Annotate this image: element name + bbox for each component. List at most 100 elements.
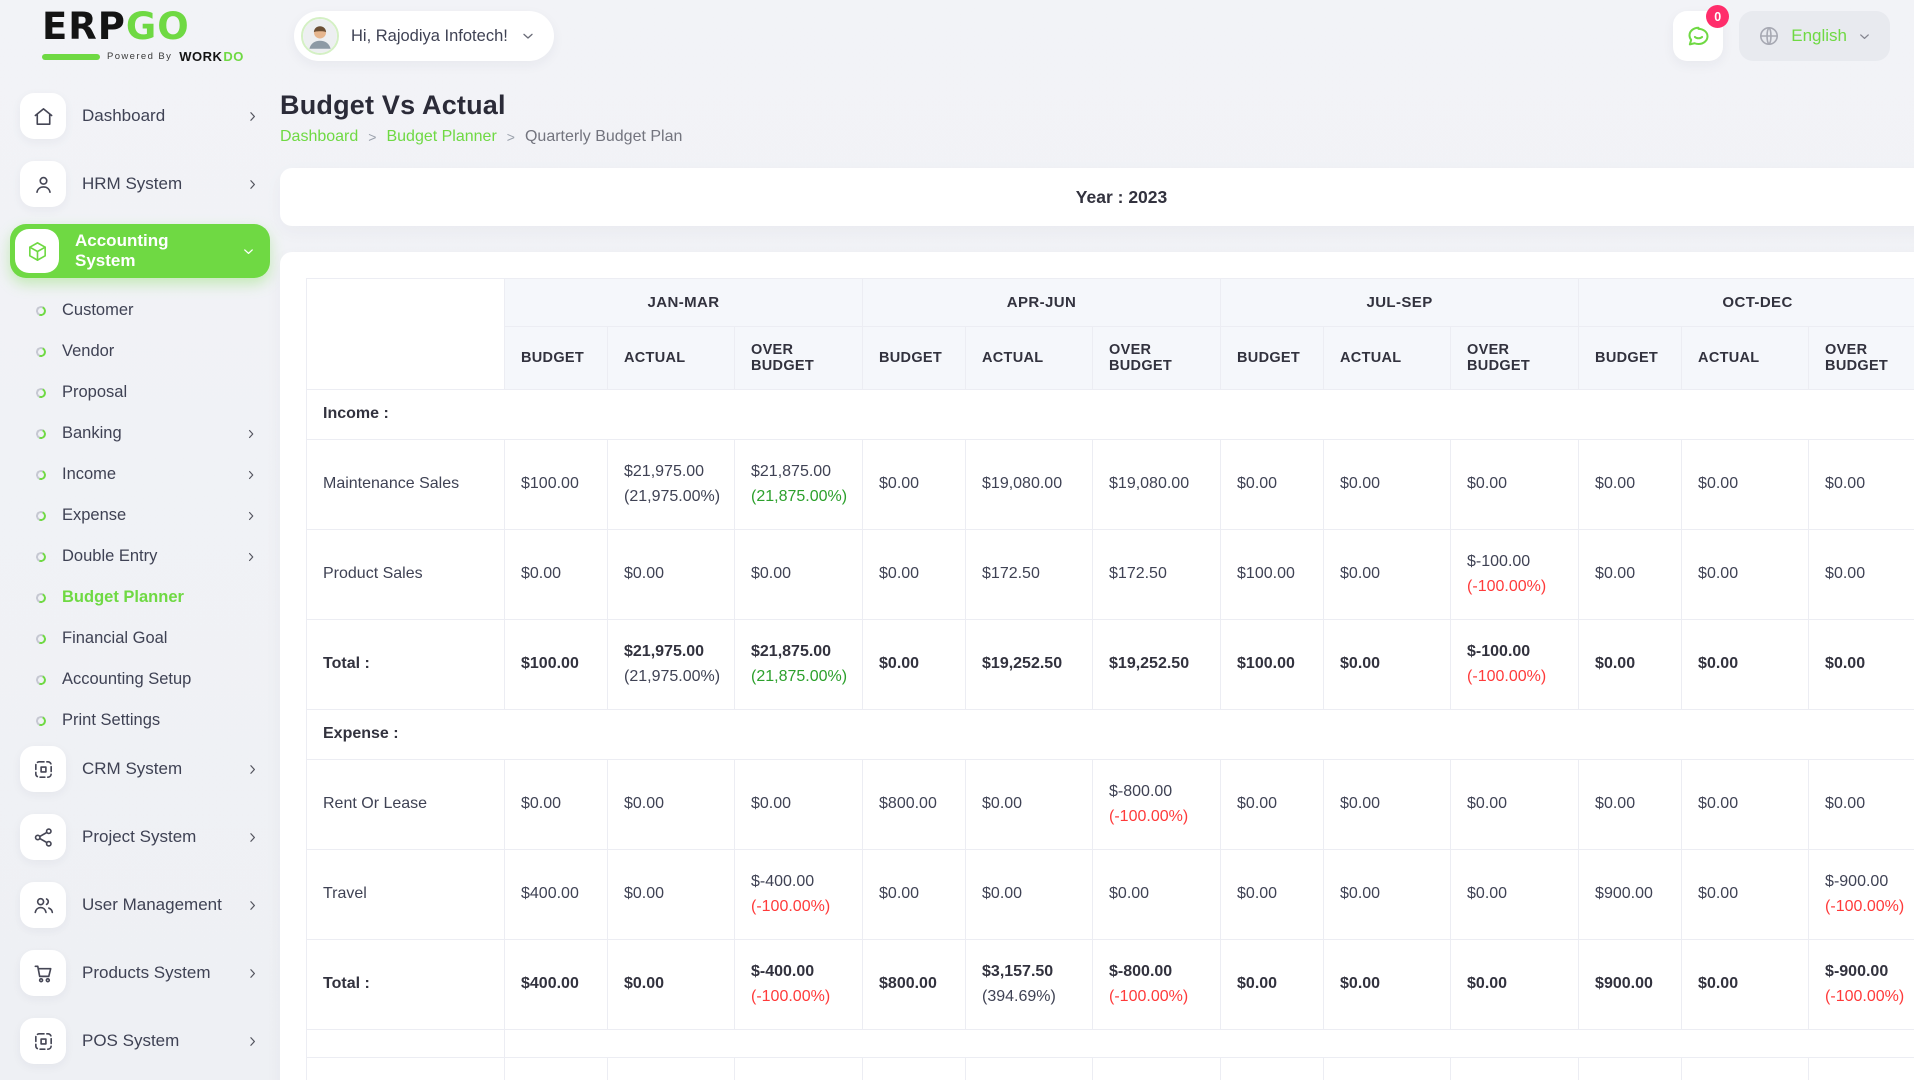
cell: $-900.00 (-100.00%) bbox=[1808, 849, 1914, 940]
sidebar-item-customer[interactable]: Customer bbox=[10, 290, 270, 331]
globe-icon bbox=[1757, 24, 1781, 48]
cart-icon-box bbox=[20, 950, 66, 996]
chevron-down-icon bbox=[1857, 29, 1872, 44]
sidebar-item-hrm-system[interactable]: HRM System bbox=[10, 156, 270, 212]
cell: $0.00 bbox=[1450, 439, 1580, 530]
chevron-right-icon bbox=[244, 550, 258, 564]
cell: $100.00 bbox=[1220, 619, 1325, 710]
chat-icon bbox=[1685, 23, 1712, 50]
quarter-header-jul-sep: JUL-SEP bbox=[1220, 278, 1580, 327]
app-icon-box bbox=[20, 746, 66, 792]
cell: $0.00 bbox=[607, 849, 735, 940]
chevron-right-icon bbox=[250, 764, 255, 774]
breadcrumb: Dashboard > Budget Planner > Quarterly Budge… bbox=[280, 128, 1914, 146]
cell: $100.00 bbox=[504, 439, 608, 530]
breadcrumb-quarterly-budget-plan: Quarterly Budget Plan bbox=[524, 128, 683, 145]
sidebar-item-vendor[interactable]: Vendor bbox=[10, 331, 270, 372]
bullet-icon bbox=[34, 304, 48, 317]
breadcrumb-budget-planner[interactable]: Budget Planner bbox=[386, 128, 497, 145]
sidebar-item-accounting-system[interactable]: Accounting System bbox=[10, 224, 270, 278]
cell: $0.00 bbox=[504, 759, 608, 850]
notification-badge: 0 bbox=[1706, 5, 1730, 28]
sidebar-item-label: Banking bbox=[62, 424, 122, 442]
col-header-apr-jun-over-budget: OVER BUDGET bbox=[1092, 326, 1222, 390]
cell: $800.00 bbox=[862, 759, 967, 850]
table-row-net-profit: NET PROFIT :$-300.00$21,975.00$22,275.00… bbox=[306, 1057, 1914, 1080]
cell: $0.00 bbox=[1220, 849, 1325, 940]
cell: $-100.00(-100.00%) bbox=[1450, 1057, 1580, 1080]
sidebar-item-print-settings[interactable]: Print Settings bbox=[10, 700, 270, 741]
sidebar-item-accounting-setup[interactable]: Accounting Setup bbox=[10, 659, 270, 700]
cell: $0.00 bbox=[1092, 849, 1222, 940]
chevron-right-icon bbox=[245, 966, 260, 981]
sidebar-item-label: Accounting System bbox=[75, 231, 169, 270]
sidebar-item-proposal[interactable]: Proposal bbox=[10, 372, 270, 413]
cell: $900.00(-100.00%) bbox=[1808, 1057, 1914, 1080]
cell: $0.00 bbox=[1323, 1057, 1452, 1080]
col-header-oct-dec-budget: BUDGET bbox=[1578, 326, 1683, 390]
messages-button[interactable]: 0 bbox=[1673, 5, 1730, 61]
cell: $0.00 bbox=[607, 759, 735, 850]
app-logo[interactable]: ERPGO Powered By WORK DO bbox=[0, 8, 280, 64]
cell: $0.00 bbox=[1450, 939, 1580, 1030]
table-row-rent-or-lease: Rent Or Lease $0.00 $0.00 $0.00 $800.00 $0.00… bbox=[306, 759, 1914, 850]
row-label: NET PROFIT : bbox=[306, 1057, 505, 1080]
sidebar-item-products-system[interactable]: Products System bbox=[10, 945, 270, 1001]
sidebar-item-label: Budget Planner bbox=[62, 588, 184, 606]
row-label: Total : bbox=[306, 619, 505, 710]
table-row-travel: Travel $400.00 $0.00 $-400.00 (-100.00%) $0.0… bbox=[306, 849, 1914, 940]
sidebar-item-label: Accounting Setup bbox=[62, 670, 192, 688]
avatar-image bbox=[303, 19, 337, 53]
bullet-icon bbox=[34, 673, 48, 686]
sidebar-item-label: Proposal bbox=[62, 383, 128, 401]
sidebar-item-expense[interactable]: Expense bbox=[10, 495, 270, 536]
cell: $900.00 bbox=[1578, 849, 1683, 940]
cell: $900.00 bbox=[1578, 939, 1683, 1030]
app-icon bbox=[34, 760, 52, 778]
col-header-apr-jun-budget: BUDGET bbox=[862, 326, 967, 390]
sidebar-item-crm-system[interactable]: CRM System bbox=[10, 741, 270, 797]
sidebar-item-dashboard[interactable]: Dashboard bbox=[10, 88, 270, 144]
sidebar-item-label: Dashboard bbox=[82, 106, 166, 125]
cell: $172.50 bbox=[965, 529, 1094, 620]
chevron-right-icon bbox=[244, 468, 258, 482]
bullet-icon bbox=[34, 386, 48, 399]
chevron-right-icon bbox=[250, 832, 255, 842]
cell: $0.00 bbox=[965, 759, 1094, 850]
user-menu[interactable]: Hi, Rajodiya Infotech! bbox=[294, 11, 554, 61]
col-header-jul-sep-budget: BUDGET bbox=[1220, 326, 1325, 390]
chevron-right-icon bbox=[248, 429, 254, 438]
cell: $21,875.00 (21,875.00%) bbox=[733, 619, 864, 710]
cube-icon-box bbox=[15, 229, 59, 273]
cell: $0.00 bbox=[1323, 619, 1452, 710]
quarter-header-jan-mar: JAN-MAR bbox=[503, 278, 864, 327]
cart-icon bbox=[34, 964, 52, 982]
logo-bar bbox=[42, 53, 100, 60]
sidebar-item-pos-system[interactable]: POS System bbox=[10, 1013, 270, 1069]
cell: $0.00 bbox=[1681, 1057, 1810, 1080]
logo-tagline: Powered By WORK DO bbox=[42, 49, 280, 64]
sidebar-item-double-entry[interactable]: Double Entry bbox=[10, 536, 270, 577]
col-header-jul-sep-over-budget: OVER BUDGET bbox=[1450, 326, 1580, 390]
cell: $0.00 bbox=[1578, 529, 1683, 620]
topbar: ERPGO Powered By WORK DO Hi, Rajodiya In… bbox=[0, 0, 1914, 72]
workdo-work: WORK bbox=[179, 49, 223, 64]
bullet-icon bbox=[34, 632, 48, 645]
cell: $21,975.00 bbox=[607, 1057, 735, 1080]
cell: $0.00 bbox=[1808, 619, 1914, 710]
sidebar-item-budget-planner[interactable]: Budget Planner bbox=[10, 577, 270, 618]
cell: $0.00 bbox=[1220, 939, 1325, 1030]
sidebar-item-financial-goal[interactable]: Financial Goal bbox=[10, 618, 270, 659]
bullet-icon bbox=[34, 427, 48, 440]
sidebar-item-banking[interactable]: Banking bbox=[10, 413, 270, 454]
cell: $100.00 bbox=[1220, 1057, 1325, 1080]
sidebar-item-project-system[interactable]: Project System bbox=[10, 809, 270, 865]
spacer-row bbox=[306, 1029, 1914, 1058]
logo-go: GO bbox=[125, 5, 190, 48]
cell: $21,975.00 (21,975.00%) bbox=[607, 439, 735, 530]
breadcrumb-dashboard[interactable]: Dashboard bbox=[280, 128, 359, 145]
sidebar-item-user-management[interactable]: User Management bbox=[10, 877, 270, 933]
sidebar-item-income[interactable]: Income bbox=[10, 454, 270, 495]
cell: $400.00 bbox=[504, 849, 608, 940]
language-selector[interactable]: English bbox=[1739, 11, 1890, 61]
